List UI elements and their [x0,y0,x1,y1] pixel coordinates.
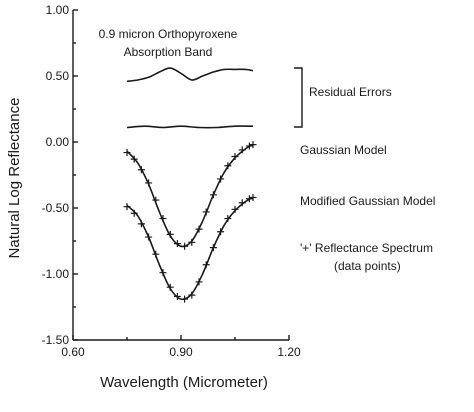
data-point-plus [231,153,239,161]
data-point-plus [166,230,174,238]
data-point-plus [181,242,189,250]
data-point-plus [137,166,145,174]
y-tick-label: -1.50 [42,333,70,347]
data-point-plus [209,191,217,199]
series-group [123,67,257,303]
data-point-plus [130,209,138,217]
data-point-plus [209,244,217,252]
data-point-plus [123,203,131,211]
data-point-plus [188,291,196,299]
data-point-plus [224,215,232,223]
series-line-residual-errors-0 [126,67,254,83]
data-point-plus [249,193,257,201]
x-axis-title: Wavelength (Micrometer) [100,374,268,391]
data-point-plus [173,240,181,248]
data-point-plus [224,162,232,170]
data-point-plus [159,215,167,223]
data-point-plus [217,175,225,183]
series-reflectance-spectrum-5 [123,193,257,303]
annotation-residual-errors: Residual Errors [309,85,392,99]
data-point-plus [195,278,203,286]
x-tick-label: 1.20 [277,345,301,359]
data-point-plus [181,295,189,303]
x-tick-label: 0.60 [61,345,85,359]
axis-ticks: 1.00 0.50 0.00 -0.50 -1.00 -1.500.60 0.90 1.20 [42,3,301,359]
data-point-plus [166,283,174,291]
annotation-data-points: (data points) [334,259,401,273]
y-axis-title: Natural Log Reflectance [6,98,23,259]
data-point-plus [152,196,160,204]
data-point-plus [145,233,153,241]
series-line-modified-gaussian-model-4 [126,196,254,301]
data-point-plus [202,261,210,269]
data-point-plus [238,199,246,207]
data-point-plus [238,146,246,154]
data-point-plus [123,149,131,157]
data-point-plus [231,205,239,213]
data-point-plus [159,269,167,277]
y-tick-label: 1.00 [46,3,70,17]
x-tick-label: 0.90 [169,345,193,359]
annotation-modified-gaussian-model: Modified Gaussian Model [300,194,435,208]
data-point-plus [145,179,153,187]
residual-bracket [294,67,303,128]
y-tick-label: 0.50 [46,69,70,83]
data-point-plus [202,208,210,216]
annotation-gaussian-model: Gaussian Model [300,143,387,157]
data-point-plus [152,250,160,258]
data-point-plus [195,225,203,233]
series-reflectance-spectrum-3 [123,141,257,250]
chart-title-line-2: Absorption Band [124,45,213,59]
data-point-plus [245,195,253,203]
chart-title-line-1: 0.9 micron Orthopyroxene [99,27,238,41]
y-tick-label: -0.50 [42,201,70,215]
data-point-plus [137,220,145,228]
series-line-residual-errors-1 [126,125,254,129]
y-tick-label: 0.00 [46,135,70,149]
annotation-reflectance-spectrum: '+' Reflectance Spectrum [300,241,433,255]
y-tick-label: -1.00 [42,267,70,281]
data-point-plus [130,155,138,163]
data-point-plus [188,238,196,246]
plot-frame [72,10,289,341]
data-point-plus [173,292,181,300]
data-point-plus [217,228,225,236]
data-point-plus [245,142,253,150]
data-point-plus [249,141,257,149]
